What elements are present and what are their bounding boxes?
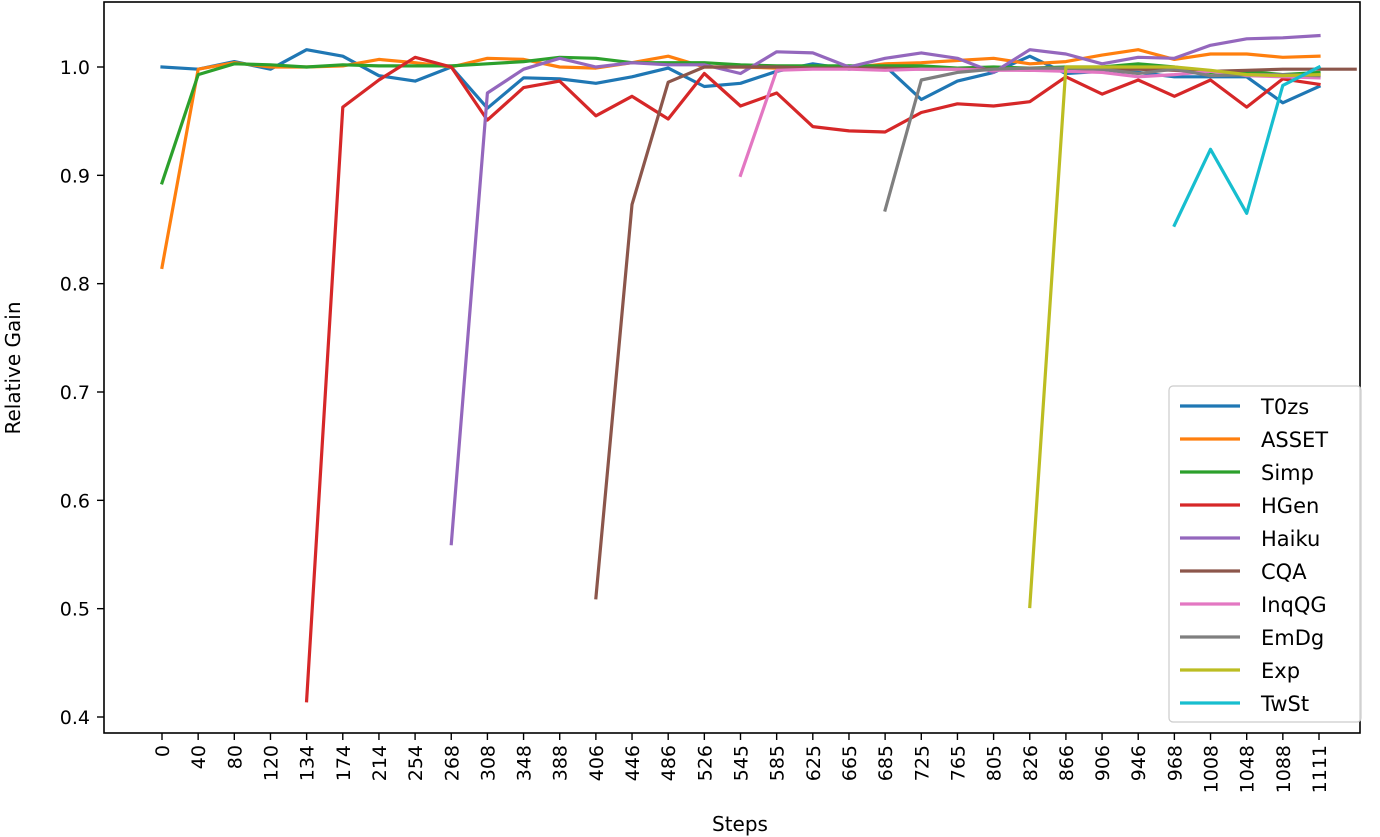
y-tick-label: 1.0	[60, 57, 90, 79]
legend-label: CQA	[1261, 560, 1307, 584]
legend-label: Exp	[1261, 659, 1300, 683]
legend-label: HGen	[1261, 494, 1319, 518]
legend-label: EmDg	[1261, 626, 1324, 650]
x-tick-label: 946	[1128, 745, 1150, 781]
x-tick-label: 446	[622, 745, 644, 781]
x-axis-title: Steps	[712, 812, 768, 836]
legend-label: Simp	[1261, 461, 1314, 485]
x-tick-label: 826	[1020, 745, 1042, 781]
y-tick-label: 0.9	[60, 165, 90, 187]
legend-label: InqQG	[1261, 593, 1327, 617]
x-tick-label: 765	[947, 745, 969, 781]
x-tick-label: 1111	[1309, 745, 1331, 793]
x-tick-label: 308	[477, 745, 499, 781]
series-layer	[159, 33, 1357, 703]
x-tick-label: 40	[188, 745, 210, 769]
x-tick-label: 0	[152, 745, 174, 757]
legend-label: Haiku	[1261, 527, 1320, 551]
x-tick-label: 486	[658, 745, 680, 781]
series-line-simp	[159, 55, 1321, 185]
x-tick-label: 134	[297, 745, 319, 781]
series-line-twst	[1172, 64, 1322, 228]
x-tick-label: 1048	[1237, 745, 1259, 793]
x-axis: 0 40 80 120 134 174 214 254 268 308 348 388 406 446 48…	[152, 733, 1331, 793]
x-tick-label: 254	[405, 745, 427, 781]
plot-area-frame	[103, 1, 1361, 734]
series-line-hgen	[304, 55, 1321, 703]
legend-label: T0zs	[1260, 395, 1309, 419]
x-tick-label: 685	[875, 745, 897, 781]
x-tick-label: 906	[1092, 745, 1114, 781]
legend-items: T0zs ASSET Simp HGen Haiku CQA InqQG EmDg Exp TwS…	[1180, 395, 1328, 716]
x-tick-label: 866	[1056, 745, 1078, 781]
x-tick-label: 968	[1164, 745, 1186, 781]
x-tick-label: 805	[984, 745, 1006, 781]
x-tick-label: 625	[803, 745, 825, 781]
x-tick-label: 665	[839, 745, 861, 781]
x-tick-label: 388	[550, 745, 572, 781]
legend-label: TwSt	[1260, 692, 1309, 716]
x-tick-label: 585	[767, 745, 789, 781]
y-tick-label: 0.6	[60, 490, 90, 512]
legend-label: ASSET	[1261, 428, 1328, 452]
x-tick-label: 268	[441, 745, 463, 781]
x-tick-label: 526	[694, 745, 716, 781]
x-tick-label: 725	[911, 745, 933, 781]
x-tick-label: 120	[260, 745, 282, 781]
x-tick-label: 174	[333, 745, 355, 781]
x-tick-label: 1088	[1273, 745, 1295, 793]
series-line-exp	[1028, 65, 1321, 609]
x-tick-label: 1008	[1201, 745, 1223, 793]
series-line-inqqg	[738, 67, 1321, 178]
x-tick-label: 80	[224, 745, 246, 769]
x-tick-label: 214	[369, 745, 391, 781]
y-tick-label: 0.7	[60, 382, 90, 404]
y-tick-label: 0.8	[60, 274, 90, 296]
series-line-haiku	[449, 33, 1321, 546]
x-tick-label: 406	[586, 745, 608, 781]
x-tick-label: 348	[514, 745, 536, 781]
x-tick-label: 545	[731, 745, 753, 781]
y-tick-label: 0.5	[60, 599, 90, 621]
y-tick-label: 0.4	[60, 707, 90, 729]
y-axis-title: Relative Gain	[1, 302, 25, 435]
legend: T0zs ASSET Simp HGen Haiku CQA InqQG EmDg Exp TwS…	[1168, 385, 1362, 723]
y-axis: 0.4 0.5 0.6 0.7 0.8 0.9 1.0	[60, 57, 104, 729]
